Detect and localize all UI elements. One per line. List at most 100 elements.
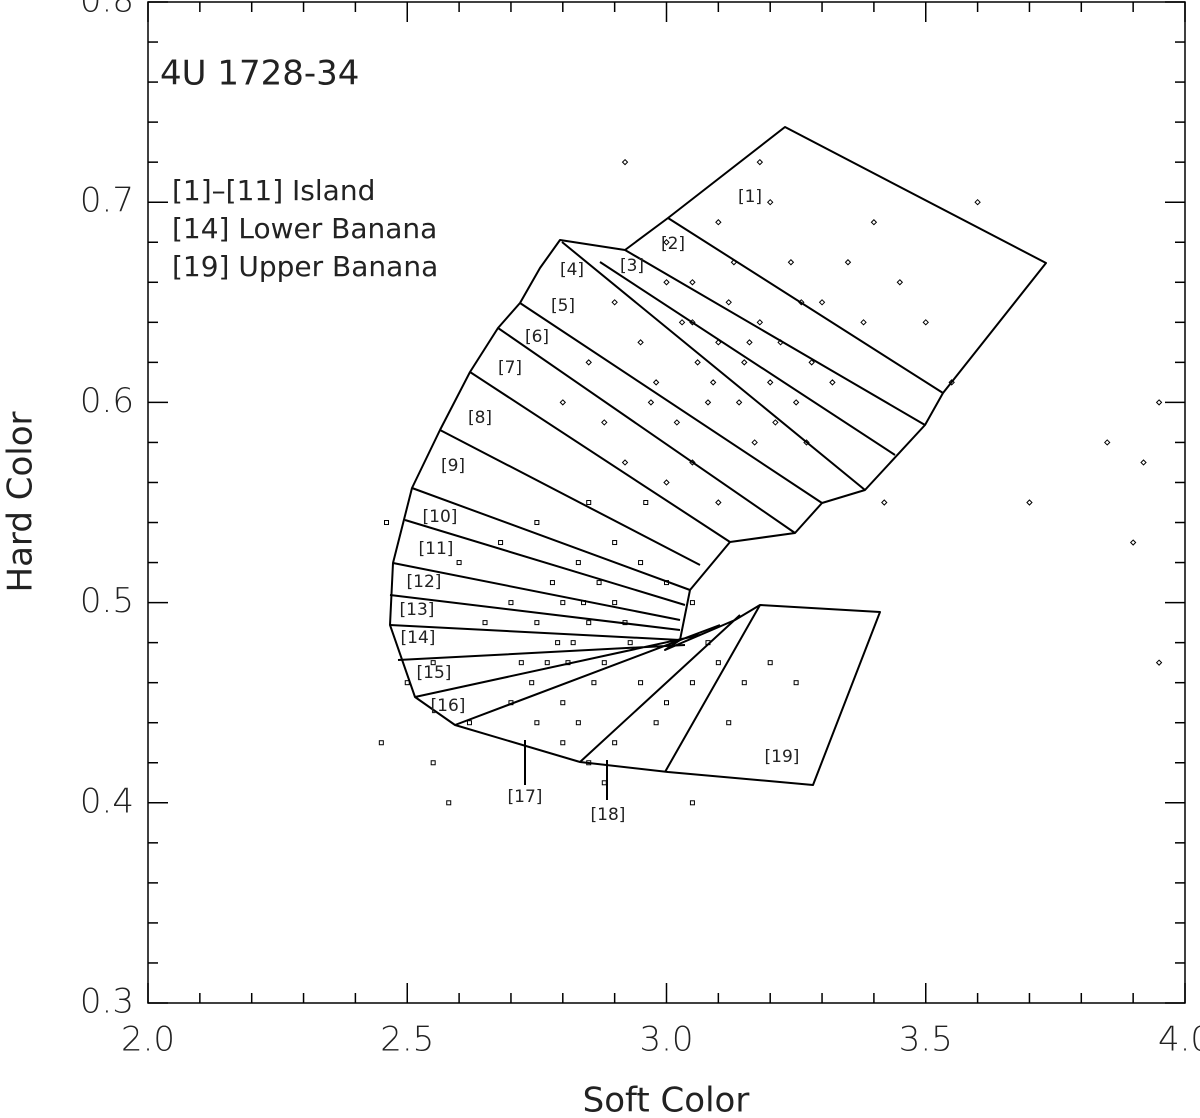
point xyxy=(829,379,836,386)
annotation: [1]–[11] Island xyxy=(172,174,375,207)
point xyxy=(549,580,555,586)
region-label: [7] xyxy=(498,358,522,378)
x-tick-label: 2.0 xyxy=(121,1020,175,1060)
point xyxy=(575,560,581,566)
region-label: [18] xyxy=(591,805,626,825)
y-tick-label: 0.8 xyxy=(80,0,134,21)
point xyxy=(621,459,629,466)
point xyxy=(664,700,669,706)
point xyxy=(689,319,696,326)
point xyxy=(735,399,743,406)
x-tick-label: 3.0 xyxy=(639,1020,693,1060)
point xyxy=(860,319,867,326)
point xyxy=(689,279,696,286)
point xyxy=(767,660,773,666)
point xyxy=(378,740,384,746)
point xyxy=(601,660,607,666)
chart-title: 4U 1728-34 xyxy=(160,54,359,94)
region-label: [4] xyxy=(560,260,584,280)
point xyxy=(586,620,592,626)
point xyxy=(456,560,462,566)
point xyxy=(725,299,732,306)
region-label: [12] xyxy=(407,572,442,592)
region-label: [16] xyxy=(431,696,466,716)
y-tick-label: 0.4 xyxy=(80,781,134,821)
point xyxy=(611,299,618,306)
point xyxy=(586,760,592,766)
x-tick-label: 2.5 xyxy=(380,1020,434,1060)
annotation: [19] Upper Banana xyxy=(172,250,438,283)
region-label: [9] xyxy=(441,456,465,476)
point xyxy=(534,720,540,726)
point xyxy=(709,379,717,386)
point xyxy=(508,600,514,606)
plot-frame xyxy=(147,1,1186,1004)
region-label: [17] xyxy=(508,787,543,807)
point xyxy=(689,459,696,466)
y-tick-label: 0.7 xyxy=(80,181,134,221)
point xyxy=(818,299,826,306)
point xyxy=(726,720,732,726)
point xyxy=(466,720,472,726)
point xyxy=(756,158,764,166)
x-axis-title: Soft Color xyxy=(583,1081,750,1118)
point xyxy=(601,780,607,786)
point xyxy=(803,439,810,446)
point xyxy=(1129,539,1137,546)
y-tick-label: 0.5 xyxy=(80,581,134,621)
point xyxy=(974,198,981,206)
point xyxy=(622,620,628,626)
point xyxy=(581,600,587,606)
point xyxy=(1140,459,1147,466)
region-label: [8] xyxy=(468,408,492,428)
point xyxy=(678,319,686,326)
point xyxy=(694,359,701,366)
point xyxy=(544,660,550,666)
point xyxy=(560,700,566,706)
point xyxy=(689,800,695,806)
point xyxy=(404,680,410,686)
point xyxy=(756,319,764,326)
point xyxy=(591,680,597,686)
point xyxy=(518,660,524,666)
point xyxy=(793,680,799,686)
point xyxy=(798,299,805,306)
point xyxy=(777,339,784,346)
point xyxy=(586,500,592,505)
point xyxy=(896,279,904,286)
point xyxy=(621,158,629,166)
point xyxy=(715,660,721,666)
point xyxy=(948,379,955,386)
point xyxy=(638,560,644,566)
point xyxy=(715,219,722,226)
point xyxy=(663,239,670,246)
point xyxy=(570,640,576,646)
region-label: [1] xyxy=(738,187,762,207)
point xyxy=(705,640,711,646)
point xyxy=(922,319,929,326)
point xyxy=(704,399,712,406)
point xyxy=(664,580,669,586)
point xyxy=(792,399,800,406)
point xyxy=(565,660,571,666)
point xyxy=(555,640,561,646)
point xyxy=(741,680,747,686)
point xyxy=(637,339,644,346)
point xyxy=(689,600,695,606)
point xyxy=(730,259,738,266)
point xyxy=(772,419,779,426)
region-label: [13] xyxy=(400,600,435,620)
point xyxy=(652,379,660,386)
region-label: [14] xyxy=(401,628,436,648)
region-label: [10] xyxy=(423,507,458,527)
region-label: [2] xyxy=(661,234,685,254)
point xyxy=(715,499,722,506)
x-tick-label: 4.0 xyxy=(1158,1020,1200,1060)
point xyxy=(430,660,436,666)
point xyxy=(498,540,504,546)
point xyxy=(1155,659,1163,666)
annotation: [14] Lower Banana xyxy=(172,212,437,245)
point xyxy=(534,520,540,526)
point xyxy=(430,760,436,766)
